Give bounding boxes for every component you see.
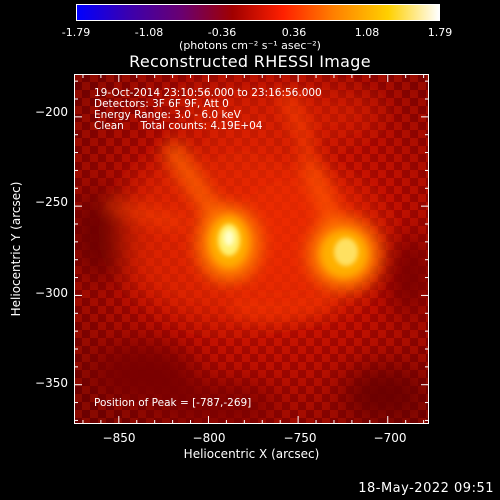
- info-detectors: Detectors: 3F 6F 9F, Att 0: [94, 98, 229, 110]
- info-energy-range: Energy Range: 3.0 - 6.0 keV: [94, 109, 241, 121]
- y-tick-label: −250: [35, 195, 68, 209]
- image-title: Reconstructed RHESSI Image: [129, 52, 371, 71]
- colorbar-tick-label: 0.36: [281, 26, 307, 39]
- colorbar-tick-label: 1.08: [354, 26, 380, 39]
- y-tick-label: −350: [35, 376, 68, 390]
- x-tick-label: −850: [102, 431, 136, 445]
- x-tick-label: −800: [192, 431, 226, 445]
- colorbar-tick-label: -0.36: [207, 26, 237, 39]
- solar-image: [74, 74, 429, 424]
- colorbar-unit-label: (photons cm⁻² s⁻¹ asec⁻²): [179, 39, 321, 52]
- x-axis-label: Heliocentric X (arcsec): [183, 447, 320, 461]
- colorbar-tick-label: -1.08: [134, 26, 164, 39]
- solar-image-render: [74, 74, 429, 424]
- info-total-counts: Clean Total counts: 4.19E+04: [94, 120, 263, 132]
- colorbar: [76, 4, 440, 21]
- y-tick-label: −300: [35, 286, 68, 300]
- colorbar-tick-label: 1.79: [427, 26, 453, 39]
- generation-timestamp: 18-May-2022 09:51: [358, 481, 494, 496]
- y-tick-label: −200: [35, 105, 68, 119]
- info-peak-position: Position of Peak = [-787,-269]: [94, 397, 252, 409]
- plot-frame: [74, 74, 429, 424]
- x-tick-label: −750: [283, 431, 317, 445]
- x-tick-label: −700: [373, 431, 407, 445]
- y-axis-label: Heliocentric Y (arcsec): [9, 181, 23, 317]
- info-time-range: 19-Oct-2014 23:10:56.000 to 23:16:56.000: [94, 87, 322, 99]
- colorbar-tick-label: -1.79: [61, 26, 91, 39]
